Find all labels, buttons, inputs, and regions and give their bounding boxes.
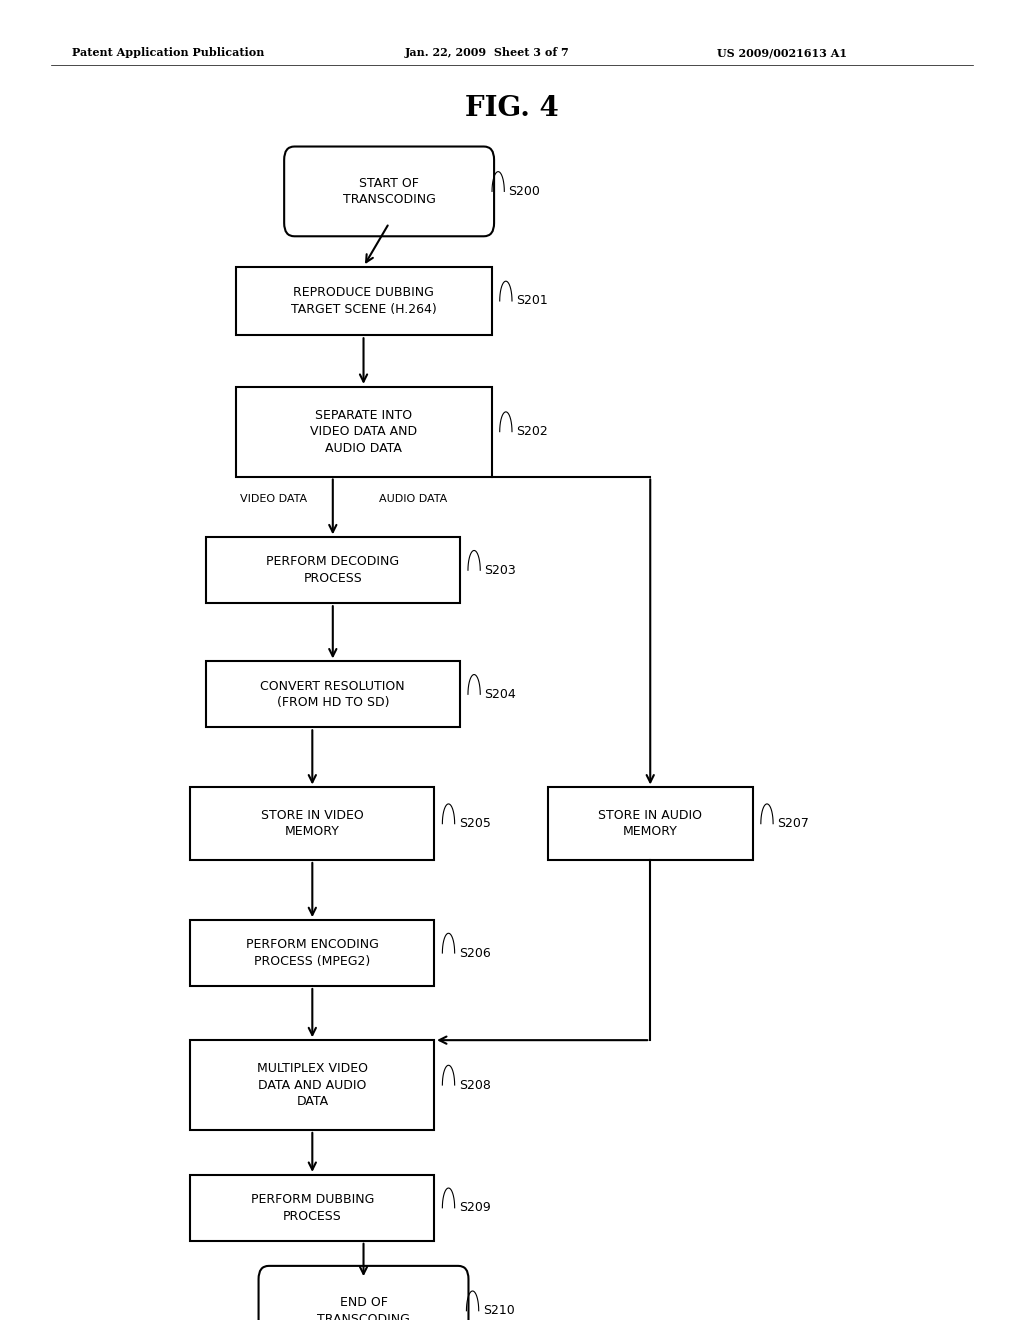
Text: PERFORM DUBBING
PROCESS: PERFORM DUBBING PROCESS [251,1193,374,1222]
Text: VIDEO DATA: VIDEO DATA [240,494,307,504]
Text: END OF
TRANSCODING: END OF TRANSCODING [317,1296,410,1320]
Text: S200: S200 [509,185,541,198]
Text: S207: S207 [777,817,809,830]
Text: S208: S208 [459,1078,490,1092]
Text: SEPARATE INTO
VIDEO DATA AND
AUDIO DATA: SEPARATE INTO VIDEO DATA AND AUDIO DATA [310,409,417,454]
Text: S209: S209 [459,1201,490,1214]
Text: Jan. 22, 2009  Sheet 3 of 7: Jan. 22, 2009 Sheet 3 of 7 [404,48,569,58]
FancyBboxPatch shape [206,537,460,603]
Text: PERFORM DECODING
PROCESS: PERFORM DECODING PROCESS [266,556,399,585]
FancyBboxPatch shape [190,787,434,861]
Text: US 2009/0021613 A1: US 2009/0021613 A1 [717,48,847,58]
Text: MULTIPLEX VIDEO
DATA AND AUDIO
DATA: MULTIPLEX VIDEO DATA AND AUDIO DATA [257,1063,368,1107]
Text: S206: S206 [459,946,490,960]
Text: S201: S201 [516,294,548,308]
FancyBboxPatch shape [190,1175,434,1241]
Text: STORE IN AUDIO
MEMORY: STORE IN AUDIO MEMORY [598,809,702,838]
Text: S202: S202 [516,425,548,438]
Text: S205: S205 [459,817,490,830]
FancyBboxPatch shape [236,267,492,335]
Text: START OF
TRANSCODING: START OF TRANSCODING [343,177,435,206]
FancyBboxPatch shape [258,1266,468,1320]
Text: S210: S210 [483,1304,515,1317]
Text: STORE IN VIDEO
MEMORY: STORE IN VIDEO MEMORY [261,809,364,838]
Text: PERFORM ENCODING
PROCESS (MPEG2): PERFORM ENCODING PROCESS (MPEG2) [246,939,379,968]
FancyBboxPatch shape [190,920,434,986]
FancyBboxPatch shape [284,147,494,236]
Text: REPRODUCE DUBBING
TARGET SCENE (H.264): REPRODUCE DUBBING TARGET SCENE (H.264) [291,286,436,315]
Text: CONVERT RESOLUTION
(FROM HD TO SD): CONVERT RESOLUTION (FROM HD TO SD) [260,680,406,709]
FancyBboxPatch shape [206,661,460,727]
Text: Patent Application Publication: Patent Application Publication [72,48,264,58]
FancyBboxPatch shape [190,1040,434,1130]
Text: S203: S203 [484,564,516,577]
FancyBboxPatch shape [236,387,492,477]
Text: FIG. 4: FIG. 4 [465,95,559,121]
Text: S204: S204 [484,688,516,701]
FancyBboxPatch shape [548,787,753,861]
Text: AUDIO DATA: AUDIO DATA [379,494,447,504]
